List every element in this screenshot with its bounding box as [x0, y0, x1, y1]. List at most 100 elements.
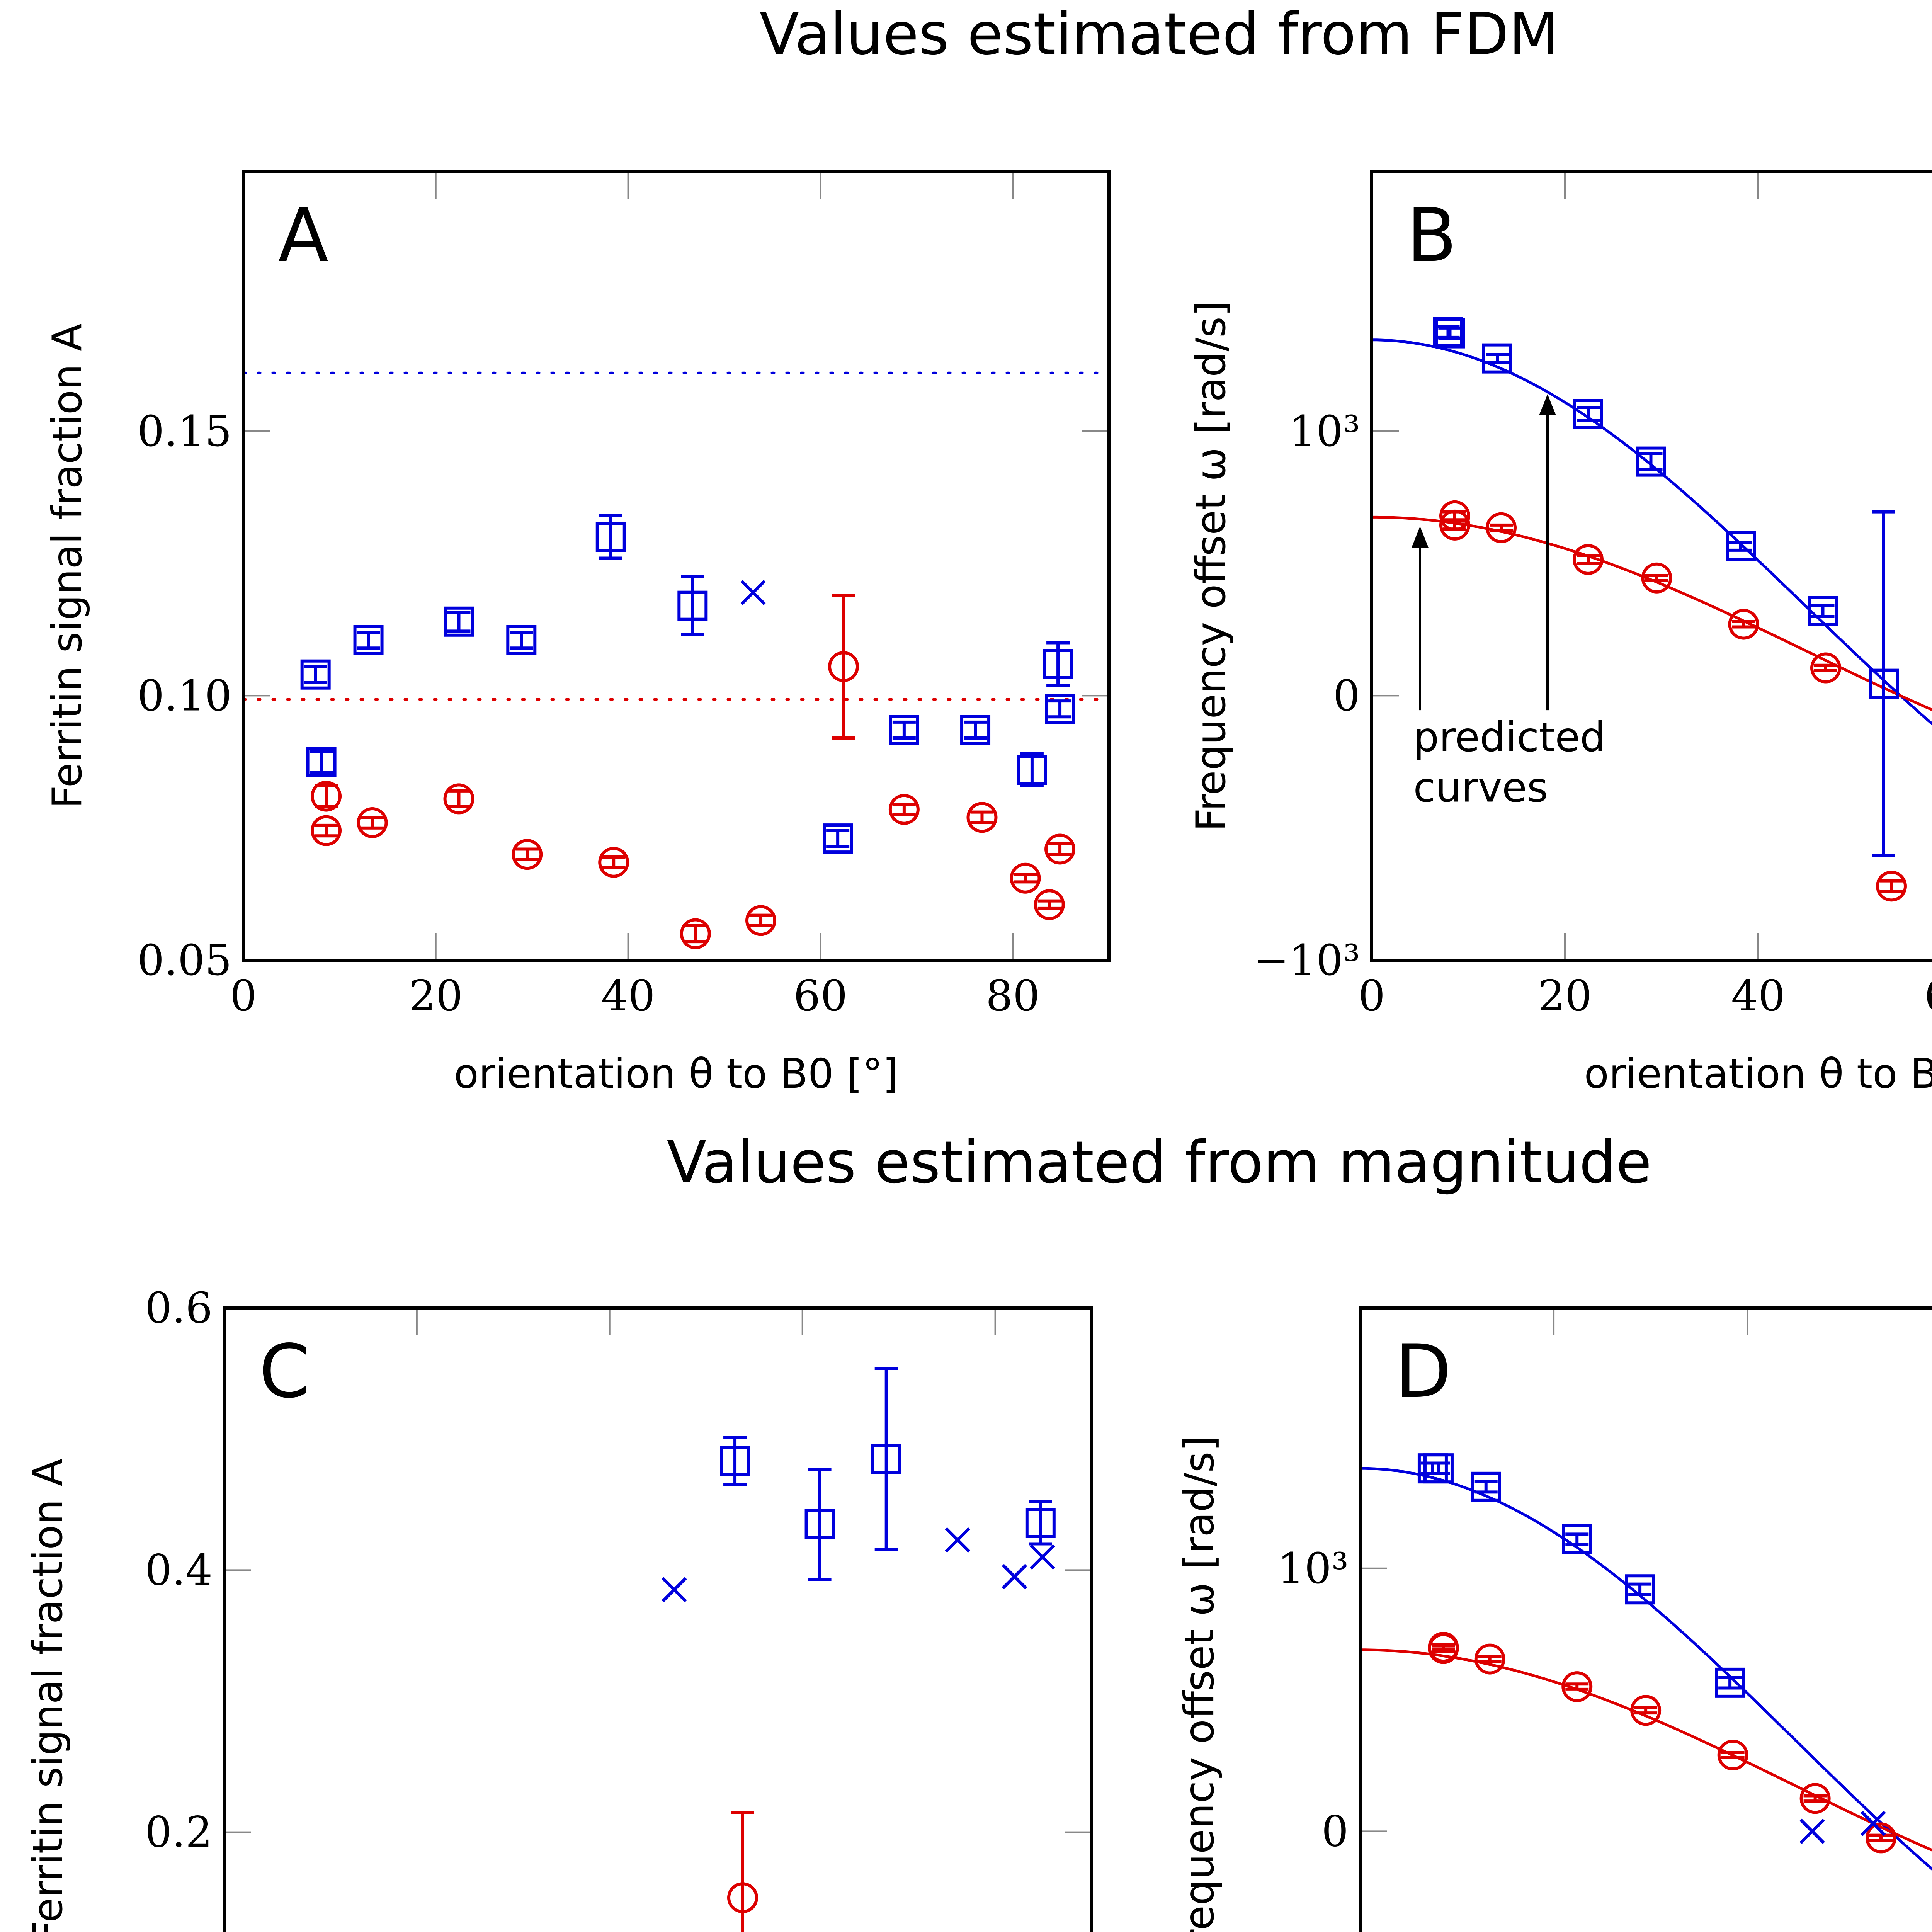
x-tick-label: 40 — [1731, 971, 1785, 1020]
y-tick-label: 0.2 — [145, 1808, 213, 1857]
data-point-square — [1808, 596, 1838, 626]
x-tick-label: 20 — [409, 971, 463, 1020]
error-bar — [874, 1367, 898, 1551]
data-point-circle — [1799, 1783, 1831, 1814]
theory-curve-blue — [1360, 1467, 1932, 1871]
arrow-head-icon — [1412, 526, 1429, 548]
error-bar — [1048, 842, 1072, 856]
error-bar — [510, 631, 533, 650]
y-tick-label: 0.15 — [137, 406, 232, 456]
data-point-circle — [680, 918, 711, 949]
data-point-square — [595, 522, 626, 552]
theory-curve-blue — [1372, 338, 1932, 726]
data-point-circle — [828, 651, 859, 682]
y-tick-label: 0.10 — [137, 671, 232, 720]
data-point-circle — [1428, 1633, 1459, 1664]
error-bar — [723, 1436, 747, 1486]
panel-label: D — [1395, 1329, 1451, 1414]
error-bar — [1443, 519, 1466, 531]
x-axis-label: orientation θ to B0 [°] — [454, 1050, 899, 1097]
data-point-square — [720, 1446, 750, 1476]
plot-frame — [1370, 170, 1932, 962]
error-bar — [1565, 1682, 1589, 1691]
error-bar — [1634, 1706, 1658, 1715]
error-bar — [361, 816, 384, 830]
title-magnitude: Values estimated from magnitude — [667, 1129, 1652, 1196]
plot-frame — [1359, 1306, 1932, 1932]
data-point-square — [804, 1509, 835, 1539]
theory-curve-red — [1360, 1648, 1932, 1852]
arrow-head-icon — [1539, 394, 1556, 416]
error-bar — [1803, 1794, 1827, 1803]
error-bar — [1639, 452, 1663, 471]
data-point-circle — [966, 802, 998, 833]
data-point-circle — [1630, 1695, 1662, 1726]
error-bar — [447, 789, 471, 808]
data-point-square — [300, 659, 331, 690]
error-bar — [1014, 873, 1037, 884]
error-bar — [1577, 554, 1600, 565]
error-bar — [681, 575, 704, 636]
title-fdm: Values estimated from FDM — [760, 1, 1559, 68]
y-tick-label: 0.6 — [145, 1283, 213, 1333]
error-bar — [749, 913, 773, 928]
panel-C: 02040608000.20.40.6Corientation θ to B0 … — [24, 1283, 1093, 1932]
error-bar — [1037, 899, 1061, 910]
error-bar — [1577, 406, 1600, 422]
data-point-square — [1562, 1524, 1592, 1554]
y-tick-label: 0.4 — [145, 1545, 213, 1595]
error-bar — [832, 594, 855, 740]
x-axis-label: orientation θ to B0 [°] — [1584, 1050, 1932, 1097]
data-point-square — [506, 625, 537, 655]
theory-curve-red — [1372, 515, 1932, 711]
data-point-square — [353, 625, 384, 655]
data-point-square — [1045, 694, 1075, 724]
y-tick-label: 10³ — [1289, 406, 1360, 456]
data-point-square — [1043, 649, 1073, 679]
excluded-point — [662, 1577, 687, 1603]
excluded-point — [1799, 1818, 1825, 1844]
error-bar — [1565, 1532, 1589, 1546]
data-point-square — [1423, 1453, 1454, 1484]
data-point-square — [960, 715, 991, 745]
data-point-circle — [745, 905, 777, 936]
data-point-circle — [1810, 652, 1841, 684]
data-point-circle — [311, 781, 342, 812]
panel-label: A — [278, 193, 328, 278]
data-point-square — [677, 590, 708, 621]
error-bar — [1869, 1833, 1893, 1842]
error-bar — [892, 803, 916, 816]
plot-frame — [242, 170, 1111, 962]
error-bar — [1427, 1461, 1450, 1475]
data-point-square — [1573, 399, 1603, 429]
data-point-square — [823, 823, 853, 854]
error-bar — [1814, 663, 1837, 672]
error-bar — [602, 855, 626, 869]
data-point-circle — [1865, 1822, 1896, 1854]
data-point-square — [1636, 446, 1666, 477]
data-point-circle — [888, 794, 920, 825]
x-tick-label: 0 — [1358, 971, 1385, 1020]
excluded-point — [1029, 1544, 1055, 1570]
data-point-square — [1482, 343, 1512, 374]
error-bar — [1490, 523, 1513, 532]
annotation-arrow — [1419, 405, 1549, 711]
data-point-circle — [1573, 544, 1604, 575]
excluded-point — [740, 580, 766, 605]
data-point-circle — [1876, 871, 1907, 902]
y-tick-label: 0 — [1321, 1806, 1349, 1856]
y-tick-label: 10³ — [1277, 1544, 1349, 1593]
data-point-square — [871, 1444, 901, 1474]
data-point-circle — [1728, 609, 1759, 640]
data-point-circle — [1010, 862, 1041, 894]
error-bar — [1048, 699, 1072, 719]
error-bar — [315, 823, 338, 838]
data-point-circle — [1044, 833, 1076, 865]
data-point-circle — [1486, 512, 1517, 543]
data-point-circle — [443, 783, 474, 815]
data-point-circle — [512, 839, 543, 870]
data-point-square — [1471, 1471, 1501, 1502]
data-point-square — [1715, 1667, 1745, 1698]
